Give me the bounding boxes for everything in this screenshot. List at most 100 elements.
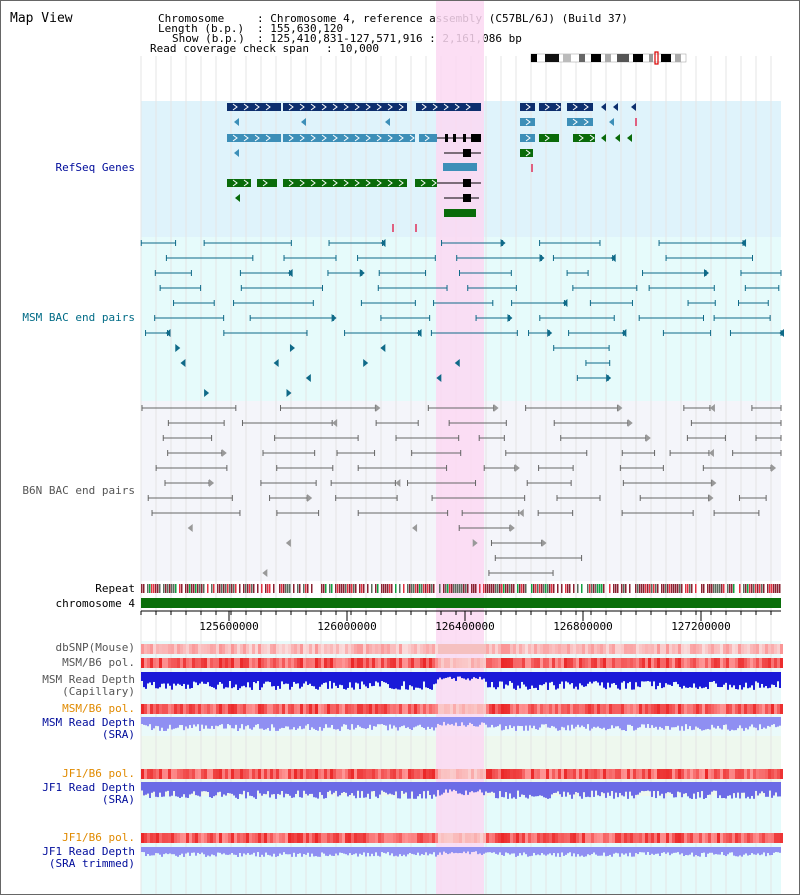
polymorphism-heat-cell (600, 658, 603, 668)
polymorphism-heat-cell (234, 644, 237, 654)
read-depth-bar (469, 672, 471, 681)
read-depth-bar (151, 782, 153, 793)
read-depth-bar (583, 847, 585, 857)
polymorphism-heat-cell (471, 658, 474, 668)
polymorphism-heat-cell (414, 644, 417, 654)
read-depth-bar (577, 847, 579, 855)
repeat-mark (443, 584, 445, 593)
polymorphism-heat-cell (525, 833, 528, 843)
read-depth-bar (701, 672, 703, 689)
polymorphism-heat-cell (516, 704, 519, 714)
track-label-dbsnp: dbSNP(Mouse) (55, 641, 135, 654)
polymorphism-heat-cell (468, 833, 471, 843)
ideogram-band (617, 54, 629, 62)
track-label-jf1-depth-trim-2: (SRA trimmed) (48, 857, 135, 870)
polymorphism-heat-cell (360, 833, 363, 843)
read-depth-bar (639, 672, 641, 688)
polymorphism-heat-cell (537, 644, 540, 654)
gene-strand-arrow (332, 134, 338, 142)
read-depth-bar (645, 782, 647, 791)
read-depth-bar (151, 847, 153, 856)
read-depth-bar (731, 717, 733, 730)
read-depth-bar (413, 672, 415, 690)
polymorphism-heat-cell (723, 769, 726, 779)
read-depth-bar (541, 782, 543, 796)
polymorphism-heat-cell (495, 658, 498, 668)
polymorphism-heat-cell (237, 704, 240, 714)
repeat-mark (615, 584, 617, 593)
polymorphism-heat-cell (549, 644, 552, 654)
polymorphism-heat-cell (762, 658, 765, 668)
polymorphism-heat-cell (408, 704, 411, 714)
polymorphism-heat-cell (363, 644, 366, 654)
read-depth-bar (603, 717, 605, 728)
polymorphism-heat-cell (300, 658, 303, 668)
read-depth-bar (621, 847, 623, 854)
read-depth-bar (613, 782, 615, 799)
read-depth-bar (651, 672, 653, 687)
read-depth-bar (417, 782, 419, 797)
read-depth-bar (165, 847, 167, 854)
read-depth-bar (661, 672, 663, 689)
polymorphism-heat-cell (390, 704, 393, 714)
read-depth-bar (725, 672, 727, 683)
read-depth-bar (143, 782, 145, 796)
bac-end-arrow (331, 314, 337, 322)
read-depth-bar (295, 847, 297, 857)
repeat-mark (601, 584, 603, 593)
repeat-mark (281, 584, 283, 593)
polymorphism-heat-cell (351, 704, 354, 714)
axis-tick-label: 127200000 (671, 620, 731, 633)
polymorphism-heat-cell (561, 769, 564, 779)
polymorphism-heat-cell (537, 658, 540, 668)
read-depth-bar (165, 782, 167, 792)
repeat-mark (703, 584, 705, 593)
polymorphism-heat-cell (714, 769, 717, 779)
polymorphism-heat-cell (240, 704, 243, 714)
polymorphism-heat-cell (381, 704, 384, 714)
polymorphism-heat-cell (426, 704, 429, 714)
polymorphism-heat-cell (213, 769, 216, 779)
polymorphism-heat-cell (687, 704, 690, 714)
polymorphism-heat-cell (549, 658, 552, 668)
read-depth-bar (287, 847, 289, 855)
refseq-gene (520, 134, 535, 142)
polymorphism-heat-cell (669, 658, 672, 668)
read-depth-bar (677, 672, 679, 685)
read-depth-bar (769, 847, 771, 856)
repeat-mark (439, 584, 441, 593)
read-depth-bar (175, 672, 177, 686)
polymorphism-heat-cell (234, 769, 237, 779)
read-depth-bar (737, 672, 739, 690)
repeat-mark (761, 584, 763, 593)
repeat-mark (261, 584, 263, 593)
read-depth-bar (455, 717, 457, 723)
polymorphism-heat-cell (276, 833, 279, 843)
read-depth-bar (721, 847, 723, 853)
polymorphism-heat-cell (339, 644, 342, 654)
read-depth-bar (643, 782, 645, 792)
polymorphism-heat-cell (444, 658, 447, 668)
polymorphism-heat-cell (282, 644, 285, 654)
read-depth-bar (635, 672, 637, 683)
polymorphism-heat-cell (471, 644, 474, 654)
bac-end-arrow (416, 329, 422, 337)
refseq-gene (567, 118, 593, 126)
polymorphism-heat-cell (732, 704, 735, 714)
read-depth-bar (157, 847, 159, 854)
read-depth-bar (615, 672, 617, 685)
polymorphism-heat-cell (240, 833, 243, 843)
read-depth-bar (763, 847, 765, 853)
polymorphism-heat-cell (708, 644, 711, 654)
read-depth-bar (311, 782, 313, 794)
repeat-mark (649, 584, 651, 593)
read-depth-bar (447, 672, 449, 678)
repeat-mark (159, 584, 161, 593)
polymorphism-heat-cell (432, 644, 435, 654)
repeat-mark (239, 584, 241, 593)
gene-arrow-icon (631, 103, 636, 111)
read-depth-bar (253, 717, 255, 728)
gene-strand-arrow (398, 134, 404, 142)
read-depth-bar (151, 672, 153, 686)
